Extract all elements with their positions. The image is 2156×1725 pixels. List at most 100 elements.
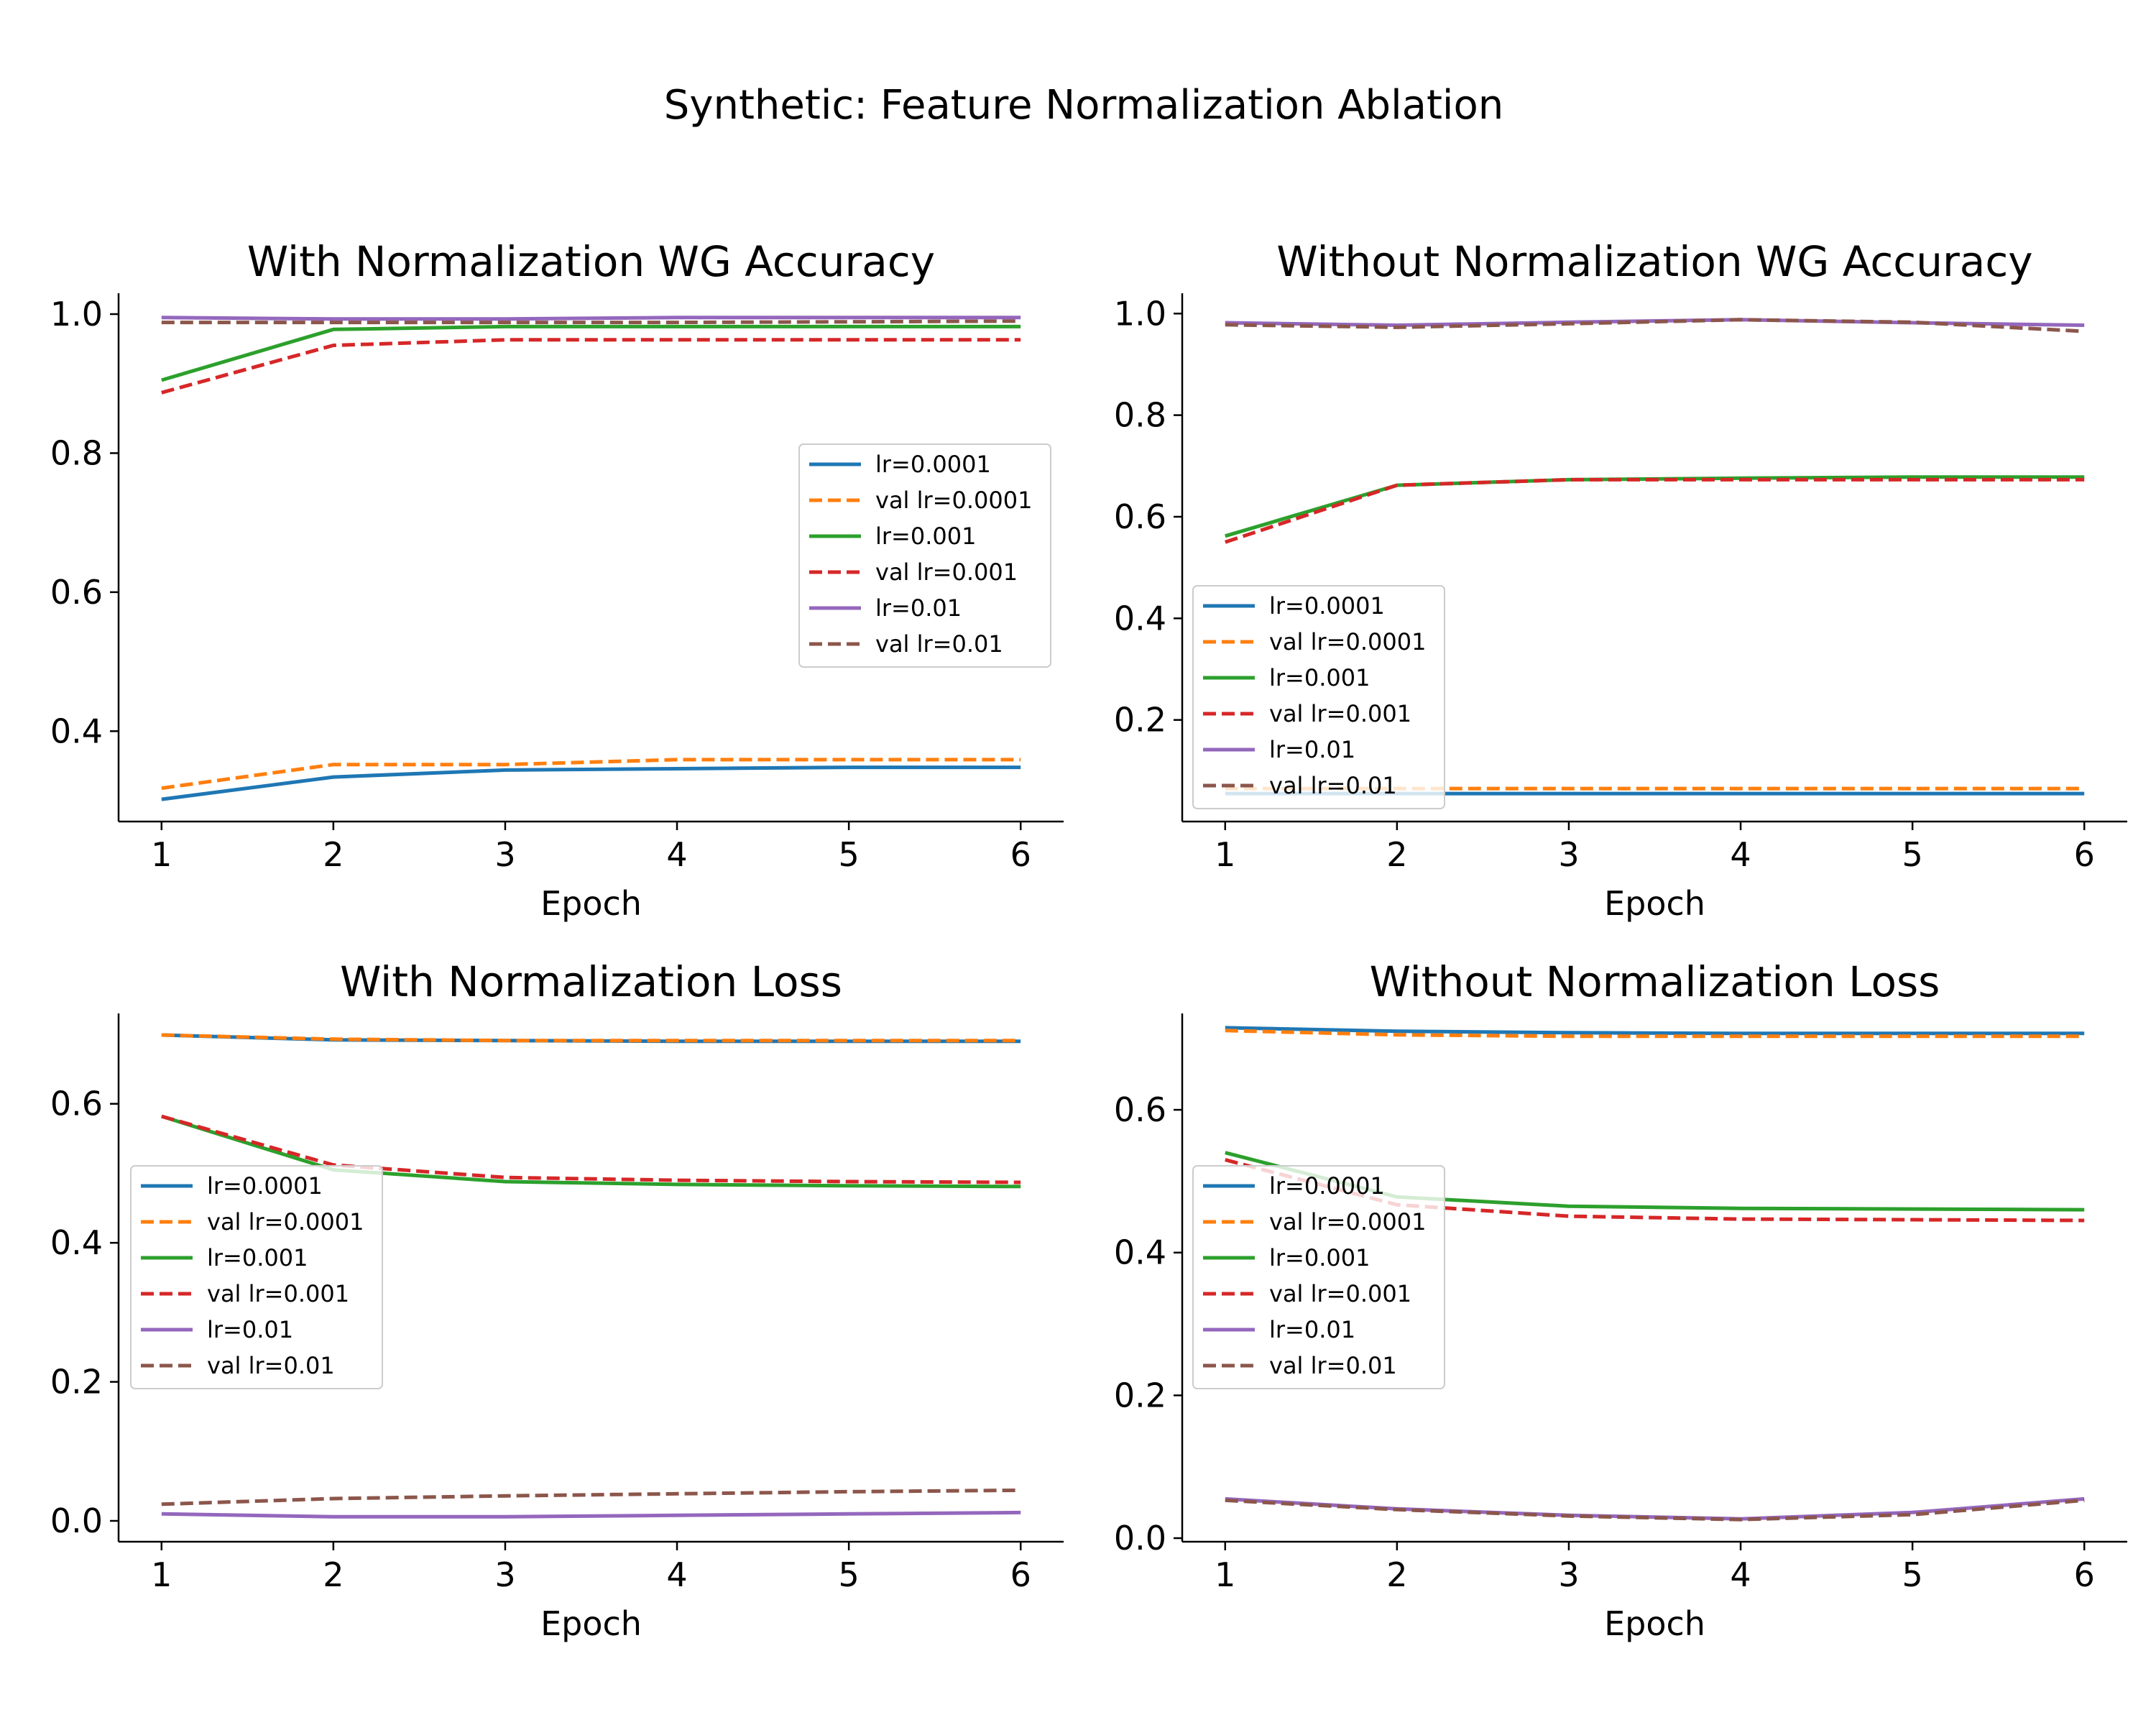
x-tick-label: 4 xyxy=(1730,835,1751,874)
x-tick-label: 4 xyxy=(666,1555,687,1594)
y-tick-label: 0.4 xyxy=(1114,599,1166,638)
legend-label: lr=0.0001 xyxy=(875,451,991,478)
series-line xyxy=(1225,1158,2085,1223)
panel-title: With Normalization WG Accuracy xyxy=(247,237,935,286)
legend-box xyxy=(1192,585,1445,809)
series-line xyxy=(1225,318,2085,334)
legend-label: val lr=0.01 xyxy=(207,1352,335,1379)
legend-label: lr=0.001 xyxy=(875,523,976,550)
x-tick-label: 5 xyxy=(1902,835,1922,874)
series-line xyxy=(161,1114,1021,1189)
legend: lr=0.0001 val lr=0.0001 lr=0.001 val lr=0.0… xyxy=(130,1165,383,1389)
x-tick-label: 3 xyxy=(1558,1555,1579,1594)
x-tick-label: 3 xyxy=(494,835,515,874)
y-tick-label: 0.0 xyxy=(50,1501,103,1540)
x-tick-label: 6 xyxy=(2074,835,2095,874)
legend-label: lr=0.01 xyxy=(1269,736,1355,763)
legend-label: val lr=0.01 xyxy=(1269,1352,1397,1379)
legend-label: lr=0.001 xyxy=(1269,1244,1370,1271)
legend-box xyxy=(798,443,1051,668)
x-axis-label: Epoch xyxy=(540,1604,642,1643)
x-tick-label: 5 xyxy=(838,835,859,874)
x-tick-label: 3 xyxy=(494,1555,515,1594)
chart-panels: With Normalization WG Accuracy 1 2 3 4 5 6 0.4 0… xyxy=(50,237,2127,1643)
legend-label: lr=0.001 xyxy=(1269,664,1370,691)
series-line xyxy=(161,1114,1021,1184)
x-tick-label: 6 xyxy=(1010,1555,1031,1594)
series-line xyxy=(161,1510,1021,1519)
series-line xyxy=(1225,1496,2085,1521)
x-tick-label: 1 xyxy=(151,1555,172,1594)
series-line xyxy=(161,324,1021,382)
series-line xyxy=(1225,1026,2085,1036)
series-line xyxy=(161,1488,1021,1506)
series-line xyxy=(161,319,1021,325)
legend-label: val lr=0.01 xyxy=(1269,772,1397,799)
legend-label: lr=0.01 xyxy=(875,594,962,622)
y-tick-label: 0.6 xyxy=(1114,497,1166,536)
x-tick-label: 5 xyxy=(1902,1555,1922,1594)
panel-title: Without Normalization WG Accuracy xyxy=(1276,237,2032,286)
x-tick-label: 4 xyxy=(666,835,687,874)
x-axis-label: Epoch xyxy=(1604,884,1705,923)
legend-label: val lr=0.001 xyxy=(207,1280,349,1307)
legend-label: lr=0.0001 xyxy=(1269,592,1385,620)
legend-label: val lr=0.0001 xyxy=(207,1208,364,1236)
x-tick-label: 2 xyxy=(323,1555,344,1594)
legend-label: lr=0.0001 xyxy=(1269,1172,1385,1200)
series-line xyxy=(1225,477,2085,544)
legend-label: lr=0.0001 xyxy=(207,1172,323,1200)
x-axis-label: Epoch xyxy=(540,884,642,923)
series-line xyxy=(161,338,1021,395)
y-tick-label: 0.0 xyxy=(1114,1519,1166,1558)
series-line xyxy=(161,1033,1021,1043)
legend-label: val lr=0.01 xyxy=(875,630,1003,658)
legend-label: val lr=0.0001 xyxy=(1269,628,1426,656)
legend-label: lr=0.01 xyxy=(207,1316,293,1343)
x-tick-label: 3 xyxy=(1558,835,1579,874)
legend-label: lr=0.01 xyxy=(1269,1316,1355,1343)
legend-box xyxy=(1192,1165,1445,1389)
series-line xyxy=(1225,1498,2085,1522)
y-tick-label: 1.0 xyxy=(50,295,103,334)
x-tick-label: 1 xyxy=(1215,835,1235,874)
legend: lr=0.0001 val lr=0.0001 lr=0.001 val lr=0.0… xyxy=(798,443,1051,668)
x-tick-label: 6 xyxy=(2074,1555,2095,1594)
y-tick-label: 0.6 xyxy=(1114,1090,1166,1129)
x-tick-label: 6 xyxy=(1010,835,1031,874)
y-tick-label: 0.4 xyxy=(50,712,103,750)
y-tick-label: 0.4 xyxy=(1114,1233,1166,1272)
y-tick-label: 0.8 xyxy=(1114,396,1166,435)
legend-label: val lr=0.001 xyxy=(875,558,1018,586)
legend-label: val lr=0.0001 xyxy=(1269,1208,1426,1236)
panel-title: Without Normalization Loss xyxy=(1370,957,1940,1006)
y-tick-label: 0.6 xyxy=(50,1085,103,1123)
series-line xyxy=(1225,1029,2085,1039)
legend-label: lr=0.001 xyxy=(207,1244,308,1271)
x-tick-label: 2 xyxy=(1386,835,1407,874)
legend-box xyxy=(130,1165,383,1389)
series-line xyxy=(1225,475,2085,538)
x-tick-label: 2 xyxy=(323,835,344,874)
chart-panel-1: With Normalization WG Accuracy 1 2 3 4 5 6 0.4 0… xyxy=(50,237,1064,923)
figure-title: Synthetic: Feature Normalization Ablatio… xyxy=(664,82,1503,129)
y-tick-label: 0.6 xyxy=(50,573,103,612)
series-line xyxy=(161,765,1021,801)
y-tick-label: 0.8 xyxy=(50,433,103,472)
legend: lr=0.0001 val lr=0.0001 lr=0.001 val lr=0.0… xyxy=(1192,585,1445,809)
legend-label: val lr=0.001 xyxy=(1269,1280,1411,1307)
chart-panel-4: Without Normalization Loss 1 2 3 4 5 6 0.0 0.2 0.… xyxy=(1114,957,2127,1643)
x-tick-label: 4 xyxy=(1730,1555,1751,1594)
y-tick-label: 0.4 xyxy=(50,1223,103,1262)
panel-title: With Normalization Loss xyxy=(340,957,842,1006)
chart-panel-2: Without Normalization WG Accuracy 1 2 3 4 5 6 0… xyxy=(1114,237,2127,923)
x-tick-label: 1 xyxy=(1215,1555,1235,1594)
y-tick-label: 0.2 xyxy=(50,1363,103,1402)
series-line xyxy=(161,758,1021,791)
x-axis-label: Epoch xyxy=(1604,1604,1705,1643)
x-tick-label: 5 xyxy=(838,1555,859,1594)
y-tick-label: 0.2 xyxy=(1114,701,1166,740)
x-tick-label: 2 xyxy=(1386,1555,1407,1594)
legend: lr=0.0001 val lr=0.0001 lr=0.001 val lr=0.0… xyxy=(1192,1165,1445,1389)
